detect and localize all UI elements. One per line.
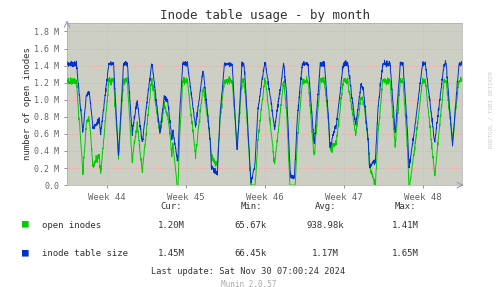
Text: Munin 2.0.57: Munin 2.0.57 bbox=[221, 280, 276, 287]
Text: open inodes: open inodes bbox=[42, 221, 101, 230]
Text: Avg:: Avg: bbox=[315, 202, 336, 211]
Text: 1.17M: 1.17M bbox=[312, 249, 339, 259]
Text: Max:: Max: bbox=[394, 202, 416, 211]
Text: Last update: Sat Nov 30 07:00:24 2024: Last update: Sat Nov 30 07:00:24 2024 bbox=[152, 267, 345, 276]
Text: 938.98k: 938.98k bbox=[307, 221, 344, 230]
Text: 65.67k: 65.67k bbox=[235, 221, 267, 230]
Text: RRDTOOL / TOBI OETIKER: RRDTOOL / TOBI OETIKER bbox=[489, 71, 494, 148]
Title: Inode table usage - by month: Inode table usage - by month bbox=[160, 9, 370, 22]
Text: Cur:: Cur: bbox=[161, 202, 182, 211]
Text: ■: ■ bbox=[22, 248, 29, 257]
Text: 1.65M: 1.65M bbox=[392, 249, 418, 259]
Text: 66.45k: 66.45k bbox=[235, 249, 267, 259]
Text: inode table size: inode table size bbox=[42, 249, 128, 259]
Text: 1.41M: 1.41M bbox=[392, 221, 418, 230]
Y-axis label: number of open inodes: number of open inodes bbox=[23, 48, 32, 160]
Text: ■: ■ bbox=[22, 219, 29, 229]
Text: Min:: Min: bbox=[240, 202, 262, 211]
Text: 1.20M: 1.20M bbox=[158, 221, 185, 230]
Text: 1.45M: 1.45M bbox=[158, 249, 185, 259]
